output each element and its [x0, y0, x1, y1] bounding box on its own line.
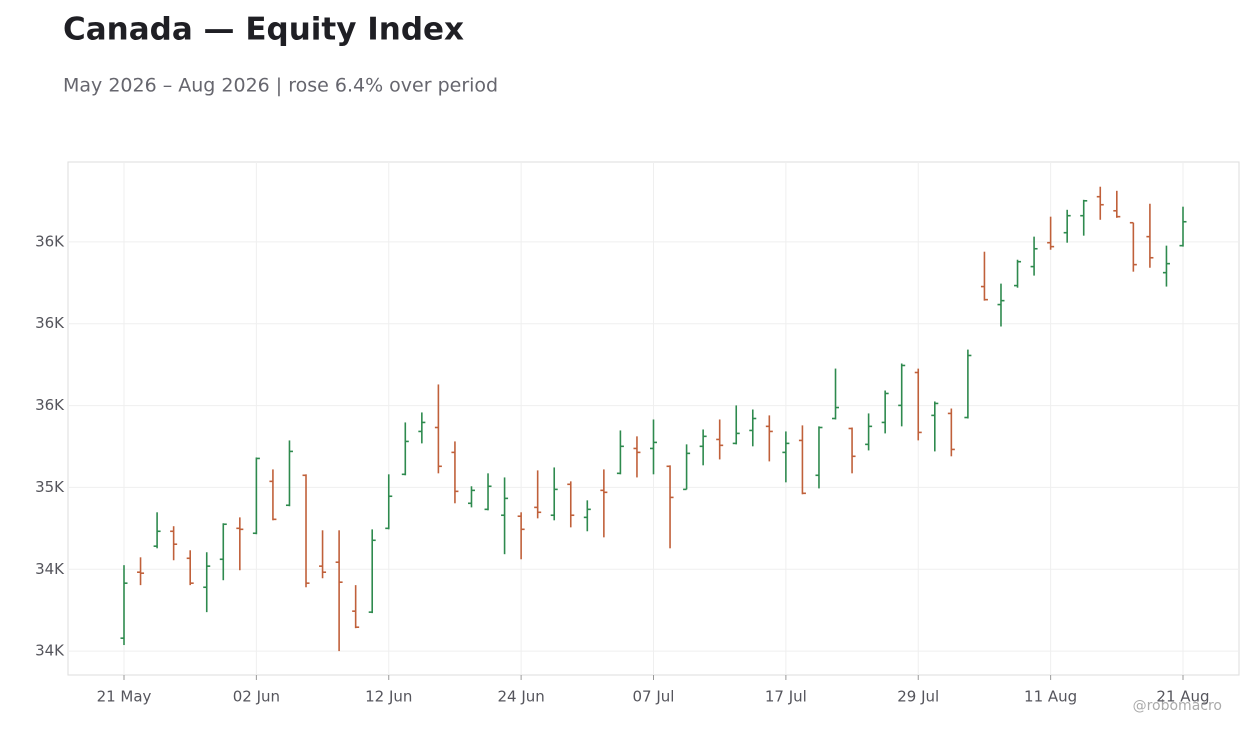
y-tick-label: 36K	[35, 232, 65, 250]
x-tick-label: 21 May	[97, 688, 152, 706]
watermark: @robomacro	[1133, 698, 1222, 714]
x-tick-label: 21 Aug	[1156, 688, 1209, 706]
chart-subtitle: May 2026 – Aug 2026 | rose 6.4% over per…	[63, 75, 498, 97]
y-tick-label: 36K	[35, 314, 65, 332]
y-tick-label: 35K	[35, 478, 65, 496]
y-tick-label: 36K	[35, 396, 65, 414]
x-tick-label: 17 Jul	[765, 688, 807, 706]
x-tick-label: 02 Jun	[233, 688, 280, 706]
y-tick-label: 34K	[35, 560, 65, 578]
x-tick-label: 11 Aug	[1024, 688, 1077, 706]
x-tick-label: 07 Jul	[633, 688, 675, 706]
y-tick-label: 34K	[35, 642, 65, 660]
chart-title: Canada — Equity Index	[63, 12, 464, 48]
x-tick-label: 12 Jun	[365, 688, 412, 706]
x-tick-label: 24 Jun	[497, 688, 544, 706]
x-tick-label: 29 Jul	[897, 688, 939, 706]
